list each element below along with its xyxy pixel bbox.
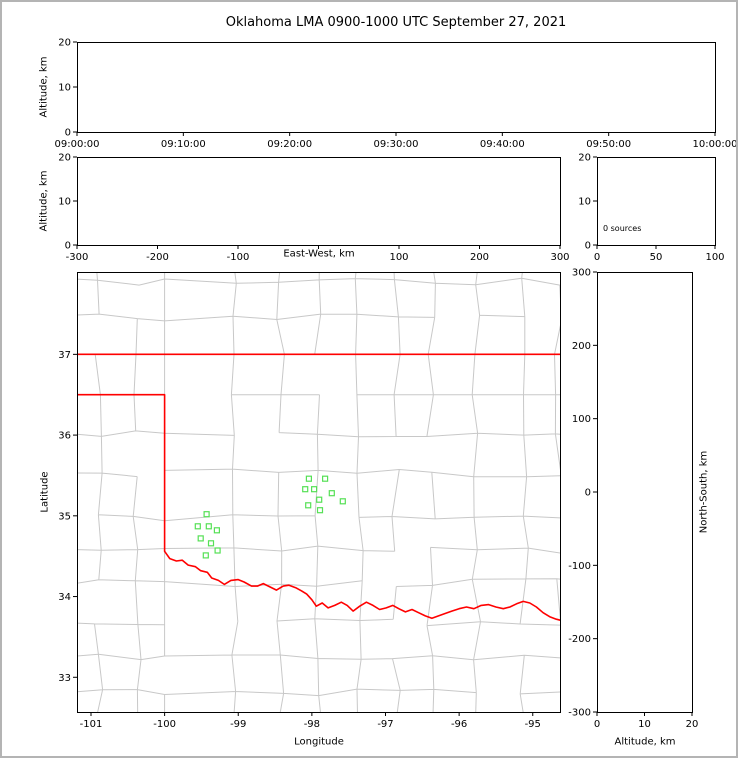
lma-station-marker [339,498,346,505]
y-tick-label: 100 [572,414,591,425]
north-south-vs-altitude-frame [597,272,693,713]
lma-station-marker [207,540,215,547]
lma-station-marker [322,475,329,482]
x-tick-label: 09:30:00 [374,139,419,150]
county-boundaries [77,272,560,712]
x-tick-label: 50 [650,252,663,263]
x-tick-label: -97 [377,719,393,730]
x-tick-label: 20 [686,719,699,730]
lma-station-marker [328,490,335,497]
ew-panel-y-axis-label: Altitude, km [38,170,50,232]
lma-station-marker [302,486,309,493]
x-tick-label: 0 [594,252,600,263]
lma-station-marker [316,496,323,503]
lma-station-marker [305,502,312,509]
x-tick-label: 09:00:00 [55,139,100,150]
y-tick-label: 33 [58,673,71,684]
y-tick-label: 10 [578,197,591,208]
x-tick-label: -99 [230,719,246,730]
x-tick-label: 09:50:00 [586,139,631,150]
lma-station-marker [202,552,209,559]
x-tick-label: 300 [550,252,569,263]
x-tick-label: -98 [304,719,320,730]
lma-station-marker [311,486,318,493]
altitude-vs-east-west-frame [77,157,561,246]
lma-station-marker [203,511,210,518]
lma-station-marker [194,523,201,530]
y-tick-label: 300 [572,268,591,279]
y-tick-label: 0 [65,241,71,252]
x-tick-label: -101 [80,719,103,730]
altitude-vs-time-frame [77,42,716,133]
x-tick-label: 0 [594,719,600,730]
lma-station-marker [205,523,212,530]
x-tick-label: 100 [705,252,724,263]
lma-station-marker [316,507,324,514]
figure-title: Oklahoma LMA 0900-1000 UTC September 27,… [225,15,567,30]
x-tick-label: 10:00:00 [693,139,738,150]
ns-panel-x-axis-label: Altitude, km [614,736,676,748]
y-tick-label: 10 [58,197,71,208]
x-tick-label: -300 [66,252,89,263]
ns-panel-right-axis-label: North-South, km [698,450,710,534]
x-tick-label: -95 [525,719,541,730]
map-x-axis-label: Longitude [294,736,344,748]
x-tick-label: -96 [451,719,467,730]
y-tick-label: 37 [58,350,71,361]
time-panel-y-axis-label: Altitude, km [38,56,50,118]
y-tick-label: 200 [572,341,591,352]
y-tick-label: 0 [65,128,71,139]
y-tick-label: -100 [568,561,591,572]
x-tick-label: 100 [389,252,408,263]
x-tick-label: -200 [146,252,169,263]
x-tick-label: 09:10:00 [161,139,206,150]
x-tick-label: 09:20:00 [267,139,312,150]
map-latitude-vs-longitude-frame [77,272,561,713]
y-tick-label: -300 [568,708,591,719]
x-tick-label: 200 [470,252,489,263]
lma-station-marker [213,527,220,534]
y-tick-label: 0 [585,241,591,252]
y-tick-label: -200 [568,634,591,645]
y-tick-label: 20 [58,153,71,164]
y-tick-label: 20 [578,153,591,164]
x-tick-label: -100 [153,719,176,730]
y-tick-label: 10 [58,83,71,94]
lma-station-marker [214,547,221,554]
x-tick-label: -100 [227,252,250,263]
histogram-source-count-annotation: 0 sources [603,224,642,233]
y-tick-label: 35 [58,511,71,522]
x-tick-label: 09:40:00 [480,139,525,150]
lma-station-marker [197,535,204,542]
map-y-axis-label: Latitude [39,471,51,513]
x-tick-label: 10 [638,719,651,730]
y-tick-label: 36 [58,431,71,442]
y-tick-label: 0 [585,488,591,499]
state-border-line [77,393,560,621]
y-tick-label: 34 [58,592,71,603]
ew-panel-x-axis-label: East-West, km [283,248,355,260]
y-tick-label: 20 [58,38,71,49]
lma-station-marker [305,475,312,482]
map-layer [77,272,560,712]
